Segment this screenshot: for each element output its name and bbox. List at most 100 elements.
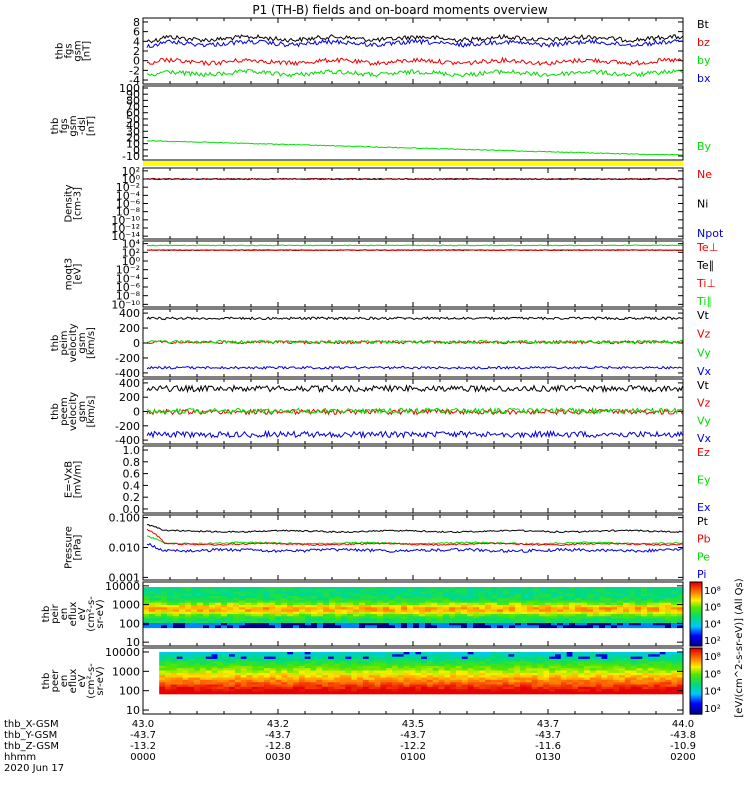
- ion-spectrogram-cell: [395, 620, 402, 624]
- electron-spectrogram-cell: [234, 652, 242, 655]
- electron-spectrogram-cell: [310, 665, 317, 669]
- electron-spectrogram-cell: [403, 679, 410, 683]
- electron-spectrogram-cell: [328, 670, 335, 674]
- electron-spectrogram-cell: [490, 658, 498, 662]
- ion-spectrogram-cell: [503, 625, 510, 629]
- ion-spectrogram-cell: [371, 609, 378, 613]
- electron-spectrogram-cell: [368, 675, 375, 678]
- ion-spectrogram-cell: [305, 620, 312, 624]
- ion-spectrogram-cell: [497, 607, 504, 610]
- ion-spectrogram-cell: [491, 623, 498, 626]
- ion-spectrogram-cell: [317, 587, 324, 590]
- ion-spectrogram-cell: [275, 596, 282, 599]
- ion-spectrogram-cell: [545, 620, 552, 624]
- ion-spectrogram-cell: [335, 614, 342, 617]
- ion-spectrogram-cell: [179, 620, 186, 624]
- ion-spectrogram-colorbar-step: [690, 636, 702, 639]
- electron-spectrogram-cell: [199, 672, 207, 676]
- ion-spectrogram-cell: [425, 605, 432, 608]
- electron-spectrogram-cell: [479, 658, 486, 662]
- electron-spectrogram-cell: [496, 661, 504, 665]
- fgs-dsl-ytick-label: -10: [122, 150, 140, 163]
- electron-spectrogram-cell: [287, 677, 294, 681]
- ion-spectrogram-cell: [599, 614, 606, 617]
- electron-spectrogram-cell: [386, 682, 393, 685]
- electron-spectrogram-cell: [199, 658, 207, 662]
- electron-spectrogram-cell: [659, 684, 666, 688]
- ion-spectrogram-cell: [587, 589, 594, 592]
- ion-spectrogram-cell: [545, 625, 552, 629]
- ion-spectrogram-cell: [401, 593, 408, 597]
- ion-spectrogram-cell: [293, 620, 300, 624]
- pressure-panel-frame: [142, 514, 684, 581]
- electron-spectrogram-cell: [374, 684, 381, 688]
- electron-spectrogram-cell: [578, 675, 585, 678]
- electron-spectrogram-cell: [531, 677, 538, 681]
- electron-spectrogram-cell: [403, 684, 410, 688]
- electron-spectrogram-cell: [258, 689, 265, 692]
- ion-spectrogram-cell: [611, 598, 618, 601]
- ion-spectrogram-cell: [629, 600, 636, 604]
- xaxis-tick-z: -11.6: [535, 741, 561, 752]
- electron-spectrogram-cell: [677, 665, 684, 669]
- ion-spectrogram-cell: [545, 593, 552, 597]
- ion-spectrogram-cell: [611, 614, 618, 617]
- electron-spectrogram-cell: [514, 656, 521, 660]
- ion-spectrogram-cell: [593, 623, 600, 626]
- ion-spectrogram-cell: [353, 618, 360, 622]
- ion-spectrogram-colorbar-step: [690, 617, 702, 620]
- ion-spectrogram-cell: [437, 618, 444, 622]
- electron-spectrogram-cell: [630, 665, 637, 669]
- electron-spectrogram-cell: [619, 691, 626, 695]
- ion-spectrogram-cell: [479, 587, 486, 590]
- ion-spectrogram-cell: [185, 620, 192, 624]
- ion-spectrogram-cell: [263, 602, 270, 606]
- ion-spectrogram-cell: [203, 607, 210, 610]
- electron-spectrogram-cell: [188, 665, 195, 669]
- electron-spectrogram-cell: [479, 663, 486, 667]
- ion-spectrogram-cell: [569, 602, 576, 606]
- ion-velocity-panel-series-Vx: [146, 365, 683, 370]
- electron-spectrogram-cell: [613, 663, 620, 667]
- electron-spectrogram-cell: [461, 670, 469, 674]
- ion-spectrogram-cell: [521, 614, 528, 617]
- electron-spectrogram-cell: [170, 682, 178, 685]
- electron-spectrogram-cell: [543, 663, 550, 667]
- electron-spectrogram-cell: [351, 675, 358, 678]
- electron-spectrogram-cell: [467, 677, 474, 681]
- density-panel-ytick-label: 10⁰: [122, 173, 141, 186]
- ion-spectrogram-cell: [155, 605, 162, 608]
- electron-spectrogram-cell: [351, 672, 358, 676]
- ion-spectrogram-cell: [575, 589, 582, 592]
- ion-spectrogram-cell: [473, 605, 480, 608]
- electron-spectrogram-cell: [520, 658, 527, 662]
- electron-spectrogram-cell: [328, 686, 335, 690]
- electron-spectrogram-cell: [485, 661, 492, 665]
- ion-spectrogram-cell: [419, 625, 426, 629]
- ion-spectrogram-cell: [269, 625, 276, 629]
- density-panel-ytick-label: 10⁻²: [116, 181, 140, 194]
- electron-spectrogram-cell: [362, 691, 370, 695]
- ion-spectrogram-cell: [413, 616, 420, 620]
- electron-spectrogram-cell: [397, 665, 405, 669]
- electron-spectrogram-cell: [264, 672, 271, 676]
- electron-spectrogram-cell: [368, 677, 375, 681]
- electron-spectrogram-cell: [566, 689, 573, 692]
- ion-spectrogram-cell: [203, 602, 210, 606]
- ion-spectrogram-cell: [275, 607, 282, 610]
- ion-spectrogram-cell: [383, 609, 390, 613]
- ion-spectrogram-cell: [155, 625, 162, 629]
- electron-spectrogram-colorbar-step: [690, 682, 702, 685]
- ion-spectrogram-cell: [521, 620, 528, 624]
- ion-spectrogram-colorbar-step: [690, 601, 702, 604]
- electron-spectrogram-cell: [648, 668, 655, 671]
- ion-spectrogram-cell: [611, 625, 618, 629]
- ion-spectrogram-cell: [281, 605, 288, 608]
- electron-spectrogram-cell: [170, 670, 178, 674]
- ion-spectrogram-cell: [497, 587, 504, 590]
- ion-spectrogram-cell: [317, 620, 324, 624]
- electron-spectrogram-cell: [589, 691, 597, 695]
- ion-spectrogram-cell: [557, 625, 564, 629]
- ion-spectrogram-cell: [305, 591, 312, 595]
- electron-spectrogram-cell: [194, 665, 201, 669]
